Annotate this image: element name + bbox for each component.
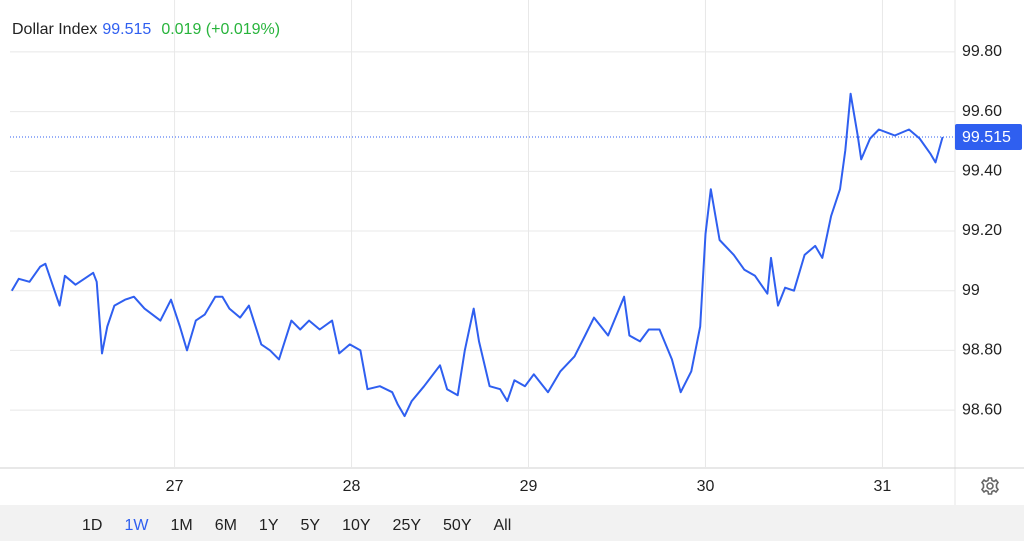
range-button[interactable]: 10Y — [342, 517, 371, 534]
price-line — [10, 92, 944, 418]
x-tick-label: 29 — [520, 478, 538, 495]
last-price-box — [955, 123, 1022, 150]
x-tick-label: 30 — [697, 478, 715, 495]
range-button[interactable]: 1M — [170, 517, 192, 534]
y-tick-label: 99.60 — [962, 103, 1002, 120]
x-tick-label: 28 — [343, 478, 361, 495]
x-tick-label: 27 — [166, 478, 184, 495]
last-price: 99.515 — [102, 21, 151, 38]
y-tick-label: 99 — [962, 282, 980, 299]
y-tick-label: 99.20 — [962, 222, 1002, 239]
y-tick-label: 98.60 — [962, 401, 1002, 418]
range-bar — [0, 505, 1024, 541]
range-button[interactable]: 50Y — [443, 517, 472, 534]
range-button[interactable]: 6M — [215, 517, 237, 534]
range-button[interactable]: 1Y — [259, 517, 279, 534]
range-button[interactable]: All — [493, 517, 511, 534]
range-button[interactable]: 5Y — [301, 517, 321, 534]
range-button[interactable]: 1W — [124, 517, 149, 534]
settings-icon[interactable] — [980, 477, 1000, 495]
y-tick-label: 99.80 — [962, 43, 1002, 60]
x-tick-label: 31 — [874, 478, 892, 495]
price-change: 0.019 (+0.019%) — [161, 21, 280, 38]
range-button[interactable]: 1D — [82, 517, 102, 534]
last-price-label: 99.515 — [962, 129, 1011, 146]
chart-title: Dollar Index — [12, 21, 97, 38]
y-tick-label: 98.80 — [962, 342, 1002, 359]
range-button[interactable]: 25Y — [393, 517, 422, 534]
y-tick-label: 99.40 — [962, 163, 1002, 180]
